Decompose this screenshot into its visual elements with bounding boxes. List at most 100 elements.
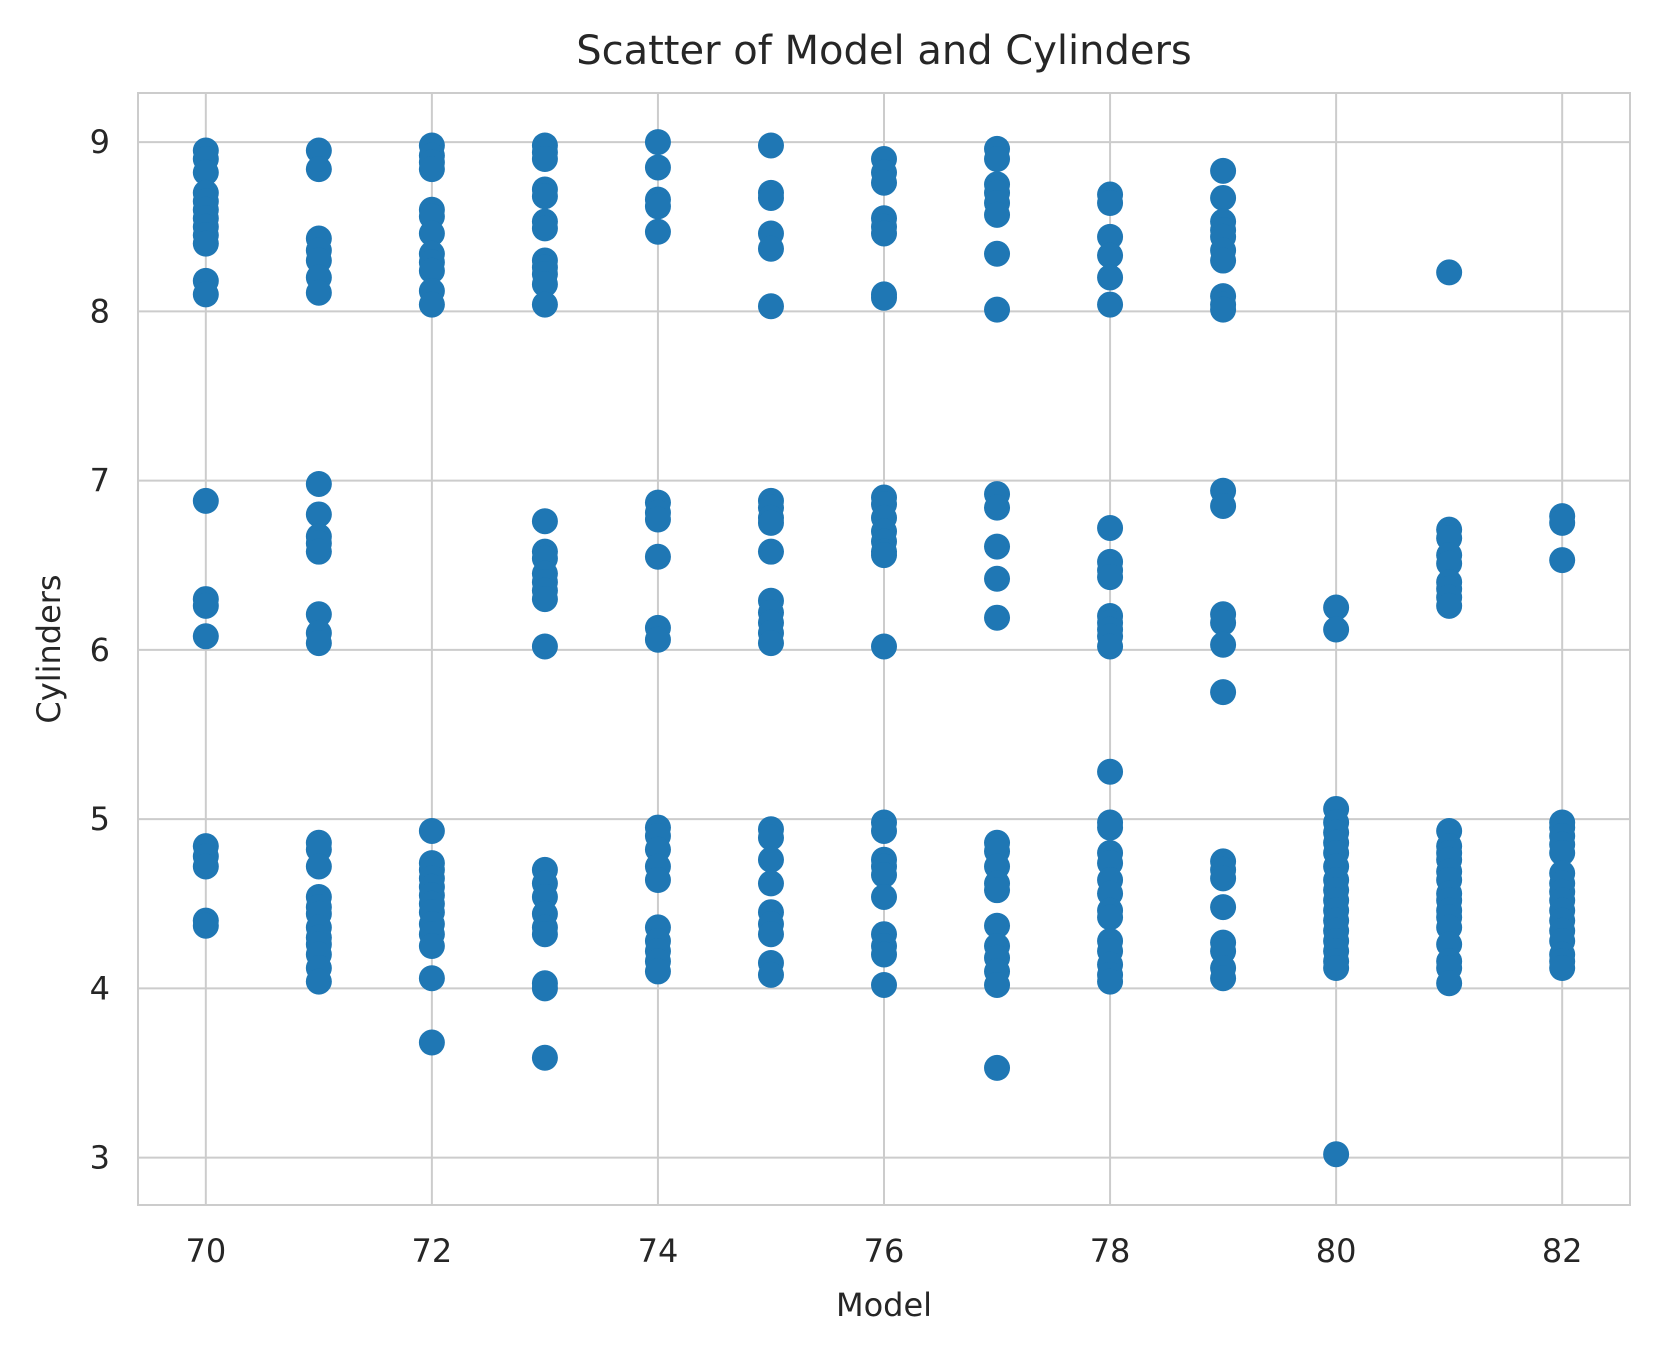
- scatter-point: [1323, 594, 1350, 621]
- y-tick-label: 9: [90, 123, 110, 161]
- scatter-point: [757, 538, 784, 565]
- scatter-point: [984, 971, 1011, 998]
- scatter-point: [984, 494, 1011, 521]
- scatter-point: [1436, 259, 1463, 286]
- scatter-point: [984, 912, 1011, 939]
- scatter-point: [1097, 223, 1124, 250]
- scatter-point: [418, 220, 445, 247]
- scatter-point: [1323, 1141, 1350, 1168]
- data-points: [192, 129, 1576, 1168]
- scatter-point: [1210, 609, 1237, 636]
- scatter-point: [305, 630, 332, 657]
- scatter-point: [1210, 631, 1237, 658]
- scatter-point: [305, 853, 332, 880]
- x-tick-labels: 70 72 74 76 78 80 82: [185, 1232, 1582, 1270]
- scatter-point: [1323, 616, 1350, 643]
- y-tick-label: 6: [90, 631, 110, 669]
- scatter-point: [418, 933, 445, 960]
- y-tick-label: 5: [90, 800, 110, 838]
- scatter-point: [1549, 955, 1576, 982]
- scatter-point: [305, 501, 332, 528]
- scatter-point: [305, 137, 332, 164]
- scatter-point: [757, 921, 784, 948]
- scatter-point: [192, 853, 219, 880]
- scatter-point: [984, 565, 1011, 592]
- scatter-point: [757, 509, 784, 536]
- chart-title: Scatter of Model and Cylinders: [576, 28, 1192, 74]
- scatter-point: [984, 146, 1011, 173]
- scatter-point: [192, 487, 219, 514]
- scatter-point: [192, 281, 219, 308]
- scatter-point: [1210, 679, 1237, 706]
- scatter-point: [871, 284, 897, 311]
- scatter-point: [531, 271, 558, 298]
- scatter-point: [1210, 965, 1237, 992]
- scatter-point: [305, 470, 332, 497]
- x-axis-title: Model: [836, 1286, 932, 1324]
- scatter-point: [192, 230, 219, 257]
- y-tick-label: 8: [90, 292, 110, 330]
- scatter-point: [1210, 157, 1237, 184]
- scatter-point: [1436, 550, 1463, 577]
- scatter-point: [871, 971, 897, 998]
- plot-area-frame: [137, 92, 1631, 1206]
- scatter-point: [1210, 894, 1237, 921]
- scatter-point: [192, 592, 219, 619]
- scatter-point: [192, 912, 219, 939]
- scatter-point: [644, 626, 671, 653]
- scatter-point: [644, 218, 671, 245]
- scatter-point: [871, 883, 897, 910]
- scatter-point: [984, 240, 1011, 267]
- scatter-point: [418, 257, 445, 284]
- scatter-point: [1210, 865, 1237, 892]
- scatter-point: [192, 159, 219, 186]
- scatter-point: [1097, 814, 1124, 841]
- scatter-point: [984, 604, 1011, 631]
- scatter-point: [644, 506, 671, 533]
- scatter-point: [418, 156, 445, 183]
- scatter-point: [871, 169, 897, 196]
- scatter-point: [871, 941, 897, 968]
- scatter-point: [1097, 633, 1124, 660]
- scatter-point: [757, 846, 784, 873]
- scatter-point: [418, 817, 445, 844]
- x-tick-label: 76: [864, 1232, 905, 1270]
- scatter-point: [757, 630, 784, 657]
- y-tick-label: 7: [90, 462, 110, 500]
- scatter-point: [305, 156, 332, 183]
- scatter-point: [1549, 839, 1576, 866]
- scatter-point: [1097, 564, 1124, 591]
- scatter-point: [1097, 190, 1124, 217]
- scatter-point: [305, 601, 332, 628]
- scatter-point: [757, 132, 784, 159]
- scatter-point: [531, 1044, 558, 1071]
- scatter-point: [531, 183, 558, 210]
- scatter-point: [1323, 955, 1350, 982]
- scatter-point: [871, 861, 897, 888]
- x-tick-label: 74: [638, 1232, 679, 1270]
- scatter-point: [757, 961, 784, 988]
- scatter-point: [757, 824, 784, 851]
- scatter-point: [757, 870, 784, 897]
- scatter-point: [644, 129, 671, 156]
- scatter-point: [644, 543, 671, 570]
- scatter-point: [1210, 184, 1237, 211]
- scatter-point: [1436, 592, 1463, 619]
- x-tick-label: 82: [1542, 1232, 1583, 1270]
- scatter-point: [644, 958, 671, 985]
- scatter-point: [418, 1029, 445, 1056]
- scatter-point: [871, 817, 897, 844]
- scatter-point: [644, 867, 671, 894]
- scatter-point: [531, 215, 558, 242]
- scatter-point: [871, 633, 897, 660]
- scatter-point: [644, 193, 671, 220]
- scatter-point: [531, 291, 558, 318]
- scatter-point: [984, 877, 1011, 904]
- scatter-point: [871, 220, 897, 247]
- scatter-point: [644, 154, 671, 181]
- scatter-point: [1097, 968, 1124, 995]
- scatter-point: [1210, 247, 1237, 274]
- scatter-point: [305, 279, 332, 306]
